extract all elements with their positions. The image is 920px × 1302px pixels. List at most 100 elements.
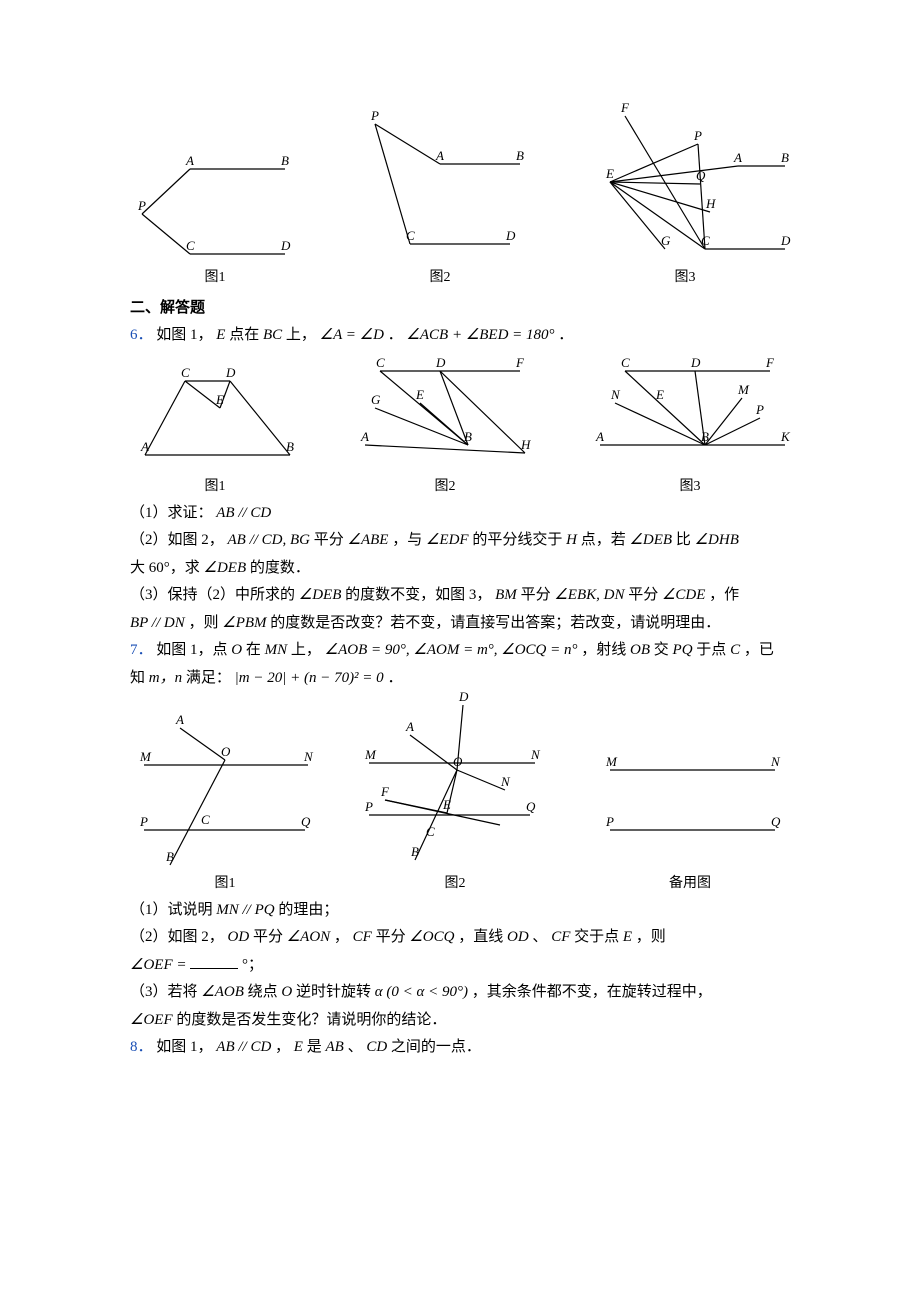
q6-p2-m1: AB // CD, BG	[228, 532, 311, 548]
svg-text:D: D	[780, 233, 791, 248]
q6-p3e: ，作	[709, 587, 739, 603]
q6-p2-H: H	[566, 532, 577, 548]
q6-fig1-block: CDEAB 图1	[130, 363, 300, 499]
q6-p3-m1: ∠DEB	[299, 587, 342, 603]
q6-fig1-label: 图1	[205, 475, 226, 499]
q7-p2-l2-deg: °；	[242, 957, 263, 973]
q8-stem: 8． 如图 1， AB // CD ， E 是 AB 、 CD 之间的一点．	[130, 1035, 790, 1061]
q6-p2f: 比	[676, 532, 695, 548]
q7-p2a: （2）如图 2，	[130, 929, 224, 945]
svg-text:B: B	[166, 849, 174, 864]
q6-p2-m6: ∠DEB	[204, 560, 247, 576]
q6-p3b: 的度数不变，如图 3，	[345, 587, 491, 603]
q7-fig1-block: AMONPCQB 图1	[130, 710, 320, 896]
q7-p1a: （1）试说明	[130, 902, 216, 918]
svg-text:P: P	[693, 128, 702, 143]
q7-p2h: ，则	[636, 929, 666, 945]
q7-blank[interactable]	[190, 953, 238, 969]
q7-p3-line2: ∠OEF 的度数是否发生变化？请说明你的结论．	[130, 1008, 790, 1034]
q6-p2-m2: ∠ABE	[348, 532, 389, 548]
q6-fig3-label: 图3	[680, 475, 701, 499]
q8-m1: AB // CD	[216, 1039, 271, 1055]
row1-fig2-svg: PABCD	[350, 104, 530, 264]
svg-text:B: B	[281, 153, 289, 168]
svg-text:A: A	[435, 148, 444, 163]
q8-se: 之间的一点．	[391, 1039, 481, 1055]
q6-p3c: 平分	[521, 587, 555, 603]
q6-p3-m4: ∠CDE	[662, 587, 705, 603]
svg-text:C: C	[201, 812, 210, 827]
q7-p2c: ，	[334, 929, 349, 945]
q7-O: O	[231, 642, 242, 658]
fig2-block: PABCD 图2	[350, 104, 530, 290]
q6-p2d: 的平分线交于	[472, 532, 566, 548]
q6-number: 6．	[130, 327, 153, 343]
q7-p3-l2b: 的度数是否发生变化？请说明你的结论．	[176, 1012, 446, 1028]
svg-text:D: D	[280, 238, 291, 253]
fig1-label: 图1	[205, 266, 226, 290]
q7-p3-O: O	[281, 984, 292, 1000]
q6-stem-pre: 如图 1，	[156, 327, 212, 343]
q6-p3-line2: BP // DN ，则 ∠PBM 的度数是否改变？若不变，请直接写出答案；若改变…	[130, 611, 790, 637]
q6-p3-l2-m2: ∠PBM	[222, 615, 266, 631]
svg-text:D: D	[458, 689, 469, 704]
q6-p2-m3: ∠EDF	[426, 532, 469, 548]
q6-p2e: 点，若	[581, 532, 630, 548]
svg-text:P: P	[605, 814, 614, 829]
svg-text:B: B	[464, 429, 472, 444]
svg-text:P: P	[139, 814, 148, 829]
q7-p1b: 的理由；	[278, 902, 338, 918]
svg-text:D: D	[505, 228, 516, 243]
q7-figure-row: AMONPCQB 图1 DAMONNPEQCBF 图2 MNPQ 备用图	[130, 695, 790, 896]
svg-text:A: A	[733, 150, 742, 165]
q7-p2b: 平分	[253, 929, 287, 945]
q6-figure-row: CDEAB 图1 CDFGEABH 图2 CDFNEMPABK 图3	[130, 353, 790, 499]
q7-se: 交	[654, 642, 673, 658]
q7-sa: 如图 1，点	[156, 642, 231, 658]
q6-fig2-block: CDFGEABH 图2	[350, 353, 540, 499]
q6-stem: 6． 如图 1， E 点在 BC 上， ∠A = ∠D ． ∠ACB + ∠BE…	[130, 323, 790, 349]
row1-fig3-svg: FPABEQHGCD	[580, 104, 790, 264]
q6-p1-pre: （1）求证：	[130, 505, 213, 521]
svg-text:C: C	[181, 365, 190, 380]
q7-p2f: 、	[532, 929, 547, 945]
svg-text:E: E	[605, 166, 614, 181]
q6-stem-mid2: 上，	[286, 327, 316, 343]
fig2-label: 图2	[430, 266, 451, 290]
q6-p3d: 平分	[628, 587, 662, 603]
q7-p2-E: E	[623, 929, 632, 945]
svg-text:Q: Q	[526, 799, 536, 814]
svg-text:A: A	[405, 719, 414, 734]
q7-l2b: 满足：	[186, 670, 231, 686]
svg-text:E: E	[215, 392, 224, 407]
q6-p3-l2c: 的度数是否改变？若不变，请直接写出答案；若改变，请说明理由．	[270, 615, 720, 631]
q7-sg: ，已	[744, 642, 774, 658]
q6-p2-line1: （2）如图 2， AB // CD, BG 平分 ∠ABE ，与 ∠EDF 的平…	[130, 528, 790, 554]
svg-text:F: F	[765, 355, 775, 370]
q6-E: E	[216, 327, 225, 343]
svg-text:A: A	[185, 153, 194, 168]
q7-OB: OB	[630, 642, 650, 658]
q6-p3a: （3）保持（2）中所求的	[130, 587, 299, 603]
q6-p2-l2a: 大 60°，求	[130, 560, 204, 576]
svg-text:A: A	[360, 429, 369, 444]
q7-p2-m3: CF	[353, 929, 372, 945]
q7-p3-m2: α (0 < α < 90°)	[375, 984, 468, 1000]
svg-text:F: F	[380, 784, 390, 799]
q7-MN: MN	[265, 642, 288, 658]
q7-p3c: 逆时针旋转	[296, 984, 375, 1000]
svg-text:M: M	[605, 754, 618, 769]
q6-stem-mid3: ．	[388, 327, 403, 343]
q7-p2-line1: （2）如图 2， OD 平分 ∠AON ， CF 平分 ∠OCQ ，直线 OD …	[130, 925, 790, 951]
q7-p3a: （3）若将	[130, 984, 201, 1000]
q8-m2: AB	[325, 1039, 343, 1055]
q6-p3-l2b: ，则	[188, 615, 222, 631]
q6-fig1-svg: CDEAB	[130, 363, 300, 473]
svg-text:H: H	[705, 196, 716, 211]
q7-l2c: ．	[387, 670, 402, 686]
svg-text:B: B	[516, 148, 524, 163]
q7-p3d: ，其余条件都不变，在旋转过程中，	[472, 984, 712, 1000]
q6-stem-mid1: 点在	[229, 327, 263, 343]
q6-p3-line1: （3）保持（2）中所求的 ∠DEB 的度数不变，如图 3， BM 平分 ∠EBK…	[130, 583, 790, 609]
q7-sf: 于点	[696, 642, 730, 658]
